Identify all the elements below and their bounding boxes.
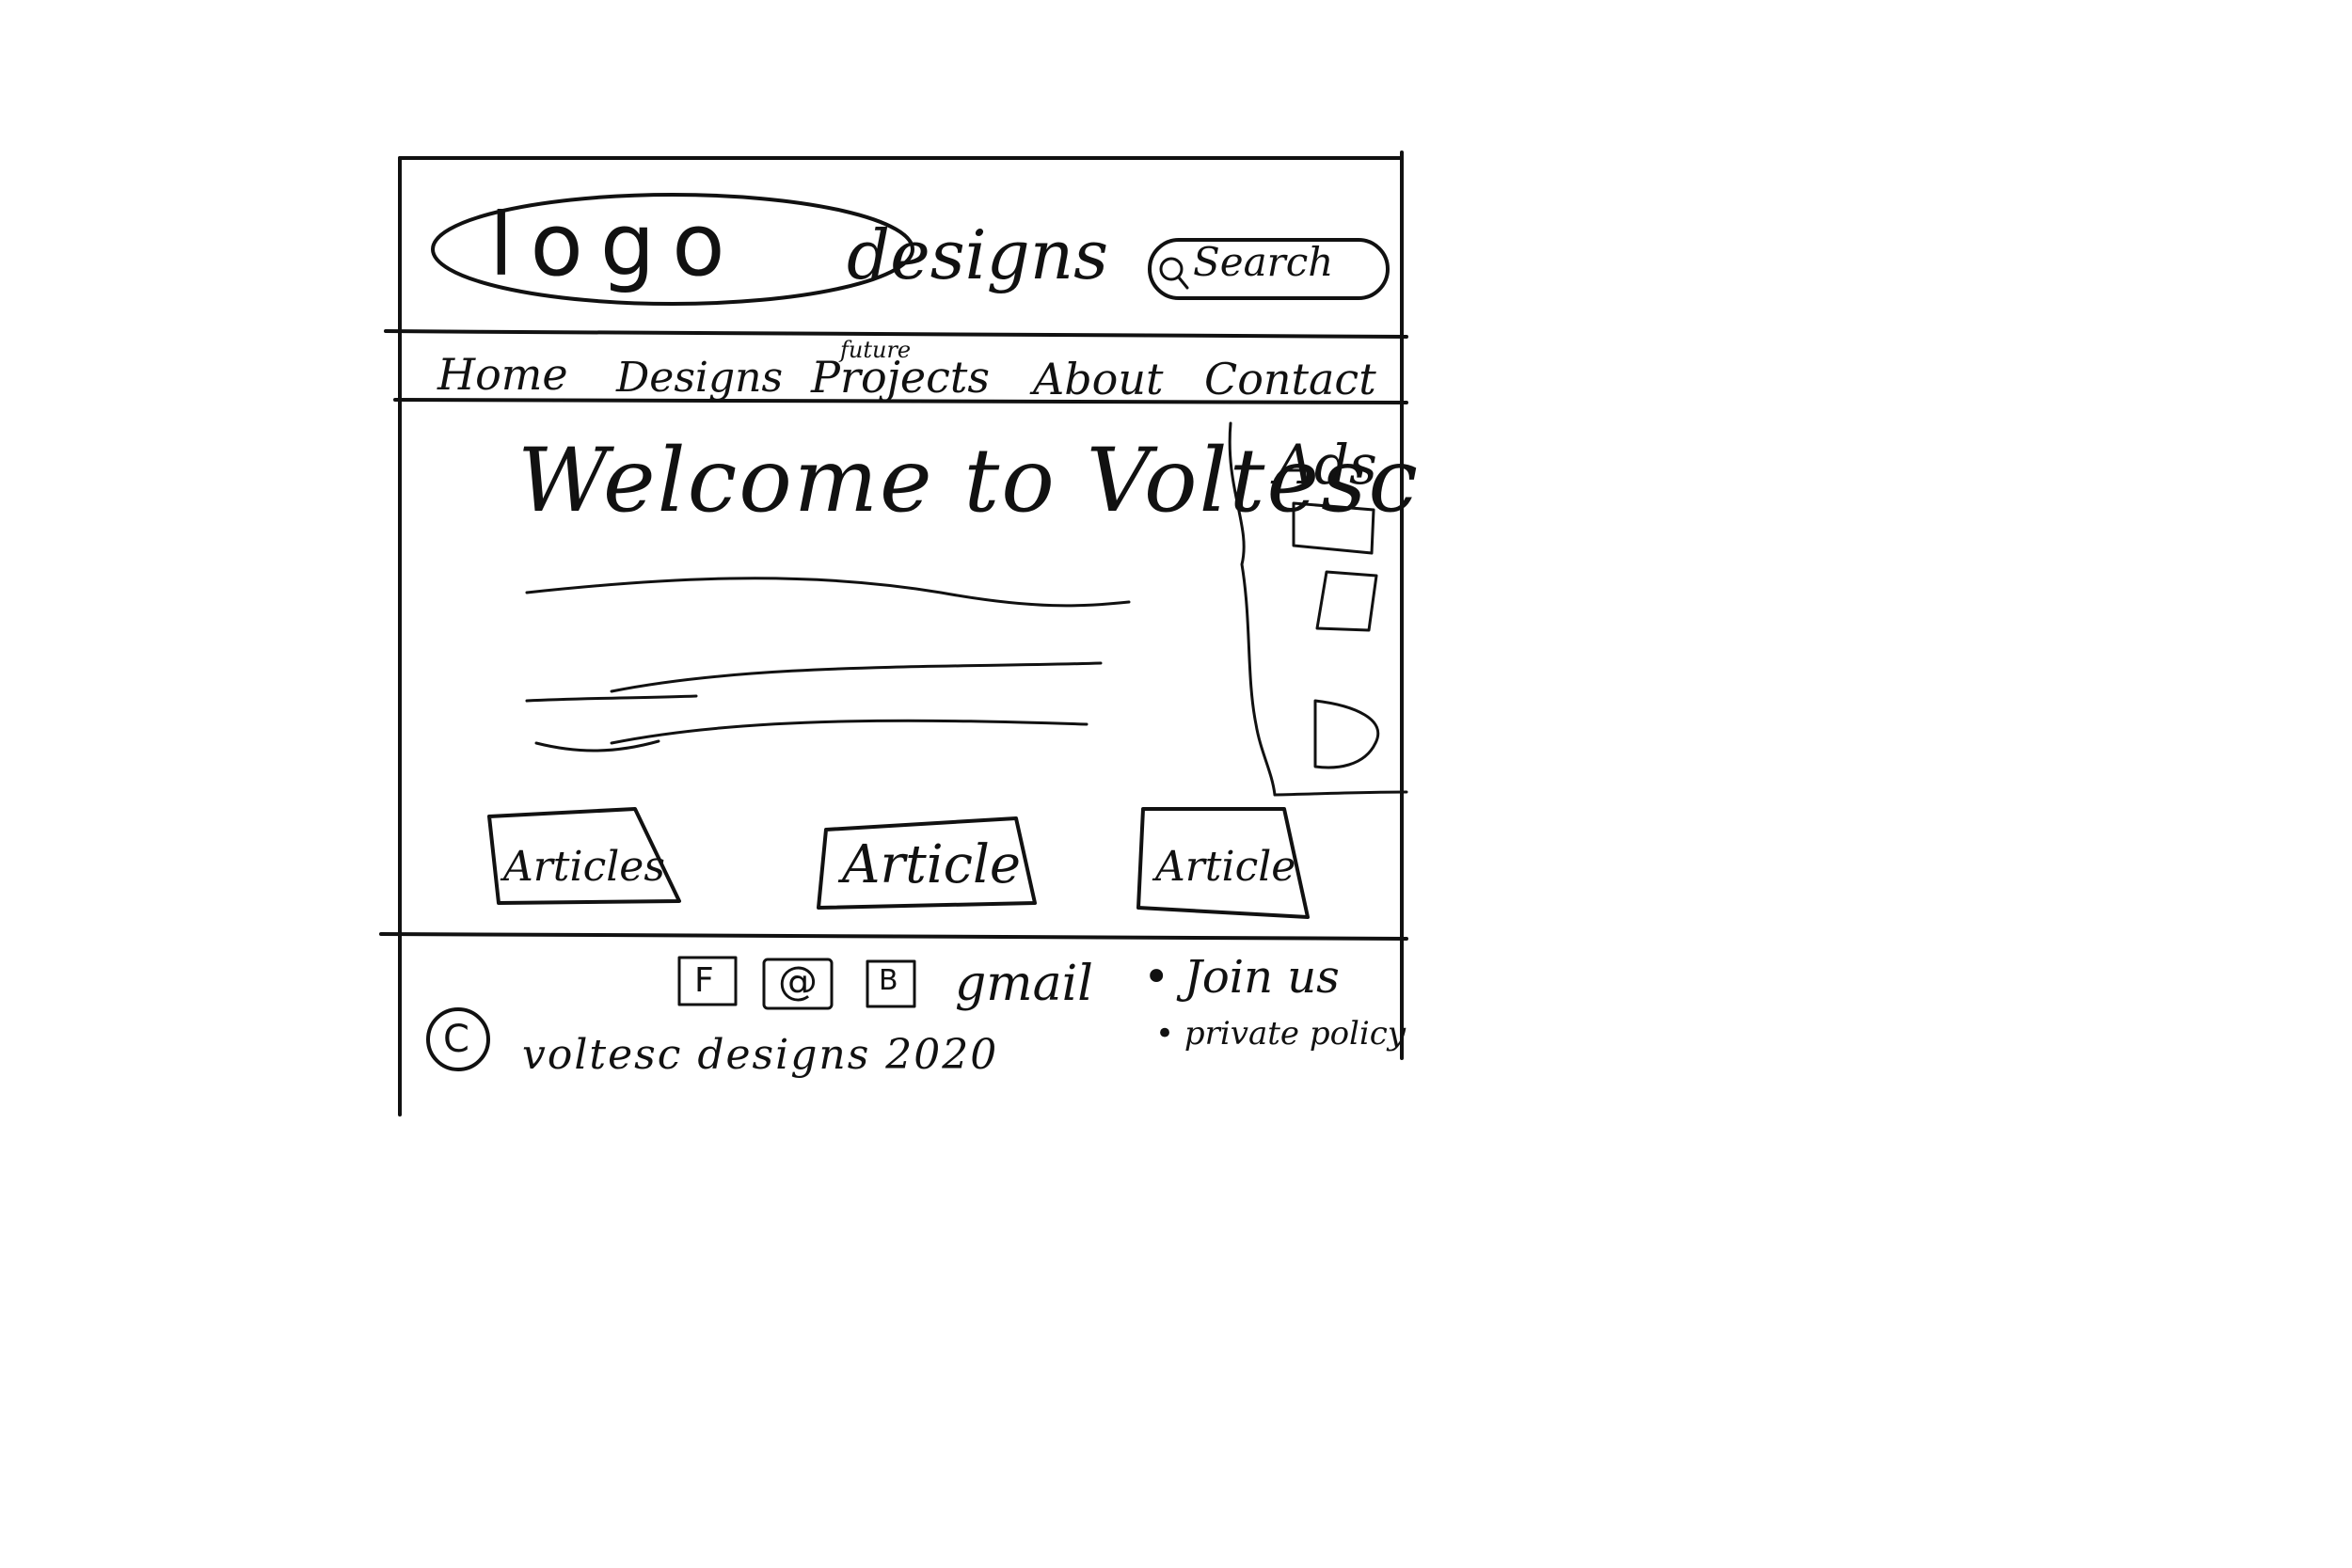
- email-box: [762, 958, 834, 1010]
- facebook-icon[interactable]: F: [694, 961, 714, 1000]
- copyright-circle: [426, 1007, 490, 1071]
- logo-text: logo: [489, 195, 742, 295]
- header-divider: [384, 329, 1408, 339]
- article-card-2[interactable]: Article: [842, 834, 1022, 895]
- brand-name: designs: [847, 215, 1109, 294]
- search-outline: [1148, 238, 1390, 300]
- article-box-1: [487, 807, 681, 905]
- nav-item-contact[interactable]: Contact: [1204, 354, 1376, 404]
- article-card-1[interactable]: Articles: [503, 843, 665, 891]
- ad-slot-2: [1315, 570, 1378, 632]
- blog-icon[interactable]: B: [879, 964, 898, 997]
- ads-label: Ads: [1275, 433, 1377, 497]
- gmail-link[interactable]: gmail: [955, 956, 1093, 1012]
- welcome-heading: Welcome to Voltesc: [517, 430, 1420, 532]
- magnifier-icon: [1159, 257, 1184, 281]
- privacy-policy-link[interactable]: • private policy: [1155, 1015, 1406, 1053]
- nav-divider: [393, 398, 1408, 404]
- text-line-2: [610, 661, 1103, 693]
- copyright-icon: C: [443, 1018, 469, 1061]
- search-box[interactable]: Search: [1193, 243, 1333, 282]
- article-card-3[interactable]: Article: [1155, 843, 1296, 891]
- logo-outline: [431, 193, 914, 306]
- text-line-3: [610, 719, 1089, 745]
- nav-item-designs[interactable]: Designs: [616, 354, 784, 402]
- ad-slot-1: [1292, 501, 1375, 555]
- nav-item-projects[interactable]: Projects: [811, 352, 990, 403]
- ad-slot-3: [1313, 699, 1380, 769]
- text-line-1: [525, 577, 1131, 608]
- join-us-link[interactable]: • Join us: [1143, 951, 1340, 1004]
- logo[interactable]: logo: [489, 202, 742, 289]
- facebook-box: [677, 956, 738, 1006]
- article-box-3: [1136, 807, 1310, 919]
- copyright-text: voltesc designs 2020: [522, 1031, 999, 1079]
- footer-divider: [379, 932, 1408, 941]
- search-label: Search: [1193, 239, 1334, 285]
- blog-box: [866, 959, 916, 1008]
- nav-item-about[interactable]: About: [1033, 354, 1164, 404]
- nav-item-projects-note: future: [840, 337, 912, 363]
- article-box-2: [817, 816, 1037, 910]
- email-icon[interactable]: @: [778, 958, 818, 1004]
- nav-item-home[interactable]: Home: [437, 349, 568, 400]
- ads-sidebar-border: [1228, 421, 1277, 797]
- ads-bottom-border: [1273, 790, 1408, 797]
